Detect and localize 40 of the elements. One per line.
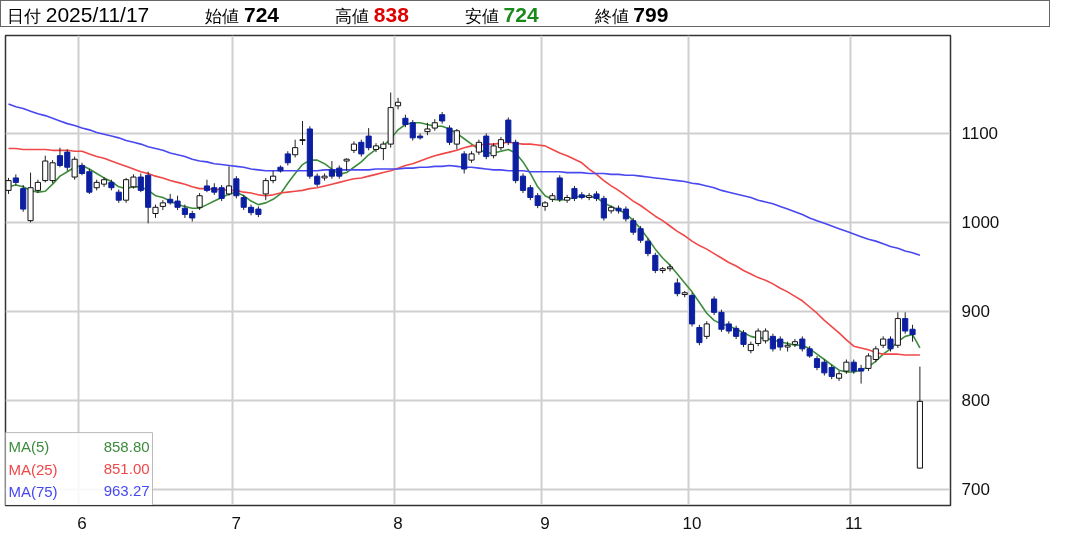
candlestick (453, 128, 460, 150)
annotation: 963.27 (103, 482, 150, 500)
y-tick-label: 900 (961, 302, 990, 322)
candlestick (225, 165, 233, 197)
candlestick (233, 175, 240, 199)
text: 始値 724 (205, 3, 280, 26)
y-tick-label: 800 (961, 391, 990, 411)
candlestick (696, 324, 703, 346)
candlestick (483, 132, 490, 160)
x-tick-label: 11 (844, 513, 863, 533)
candlestick (71, 156, 78, 181)
x-tick-label: 9 (540, 513, 550, 533)
candlestick (541, 200, 549, 212)
candlestick (564, 194, 571, 204)
text: 終値 799 (594, 3, 669, 26)
text: 安値 724 (464, 3, 539, 26)
text: MA(5) (8, 438, 50, 456)
text: MA(25) (8, 460, 58, 478)
annotation: 851.00 (103, 460, 150, 478)
text: 高値 838 (335, 3, 409, 26)
text: 日付 2025/11/17 (7, 3, 150, 26)
candlestick (791, 338, 799, 348)
candlestick (652, 252, 659, 274)
candlestick (159, 199, 166, 211)
y-tick-label: 1100 (961, 124, 999, 144)
x-tick-label: 10 (682, 513, 702, 533)
candlestick (20, 184, 27, 213)
text: MA(75) (8, 482, 58, 500)
candlestick (461, 150, 468, 174)
x-tick-label: 6 (77, 513, 87, 533)
y-tick-label: 700 (961, 480, 990, 500)
candlestick (446, 124, 453, 146)
y-tick-label: 1000 (961, 213, 1000, 233)
line-series (7, 103, 921, 257)
candlestick (299, 120, 306, 146)
candlestick (12, 173, 19, 186)
x-tick-label: 7 (231, 513, 242, 533)
annotation: 858.80 (103, 437, 150, 455)
candlestick (556, 174, 563, 203)
x-tick-label: 8 (393, 513, 403, 533)
